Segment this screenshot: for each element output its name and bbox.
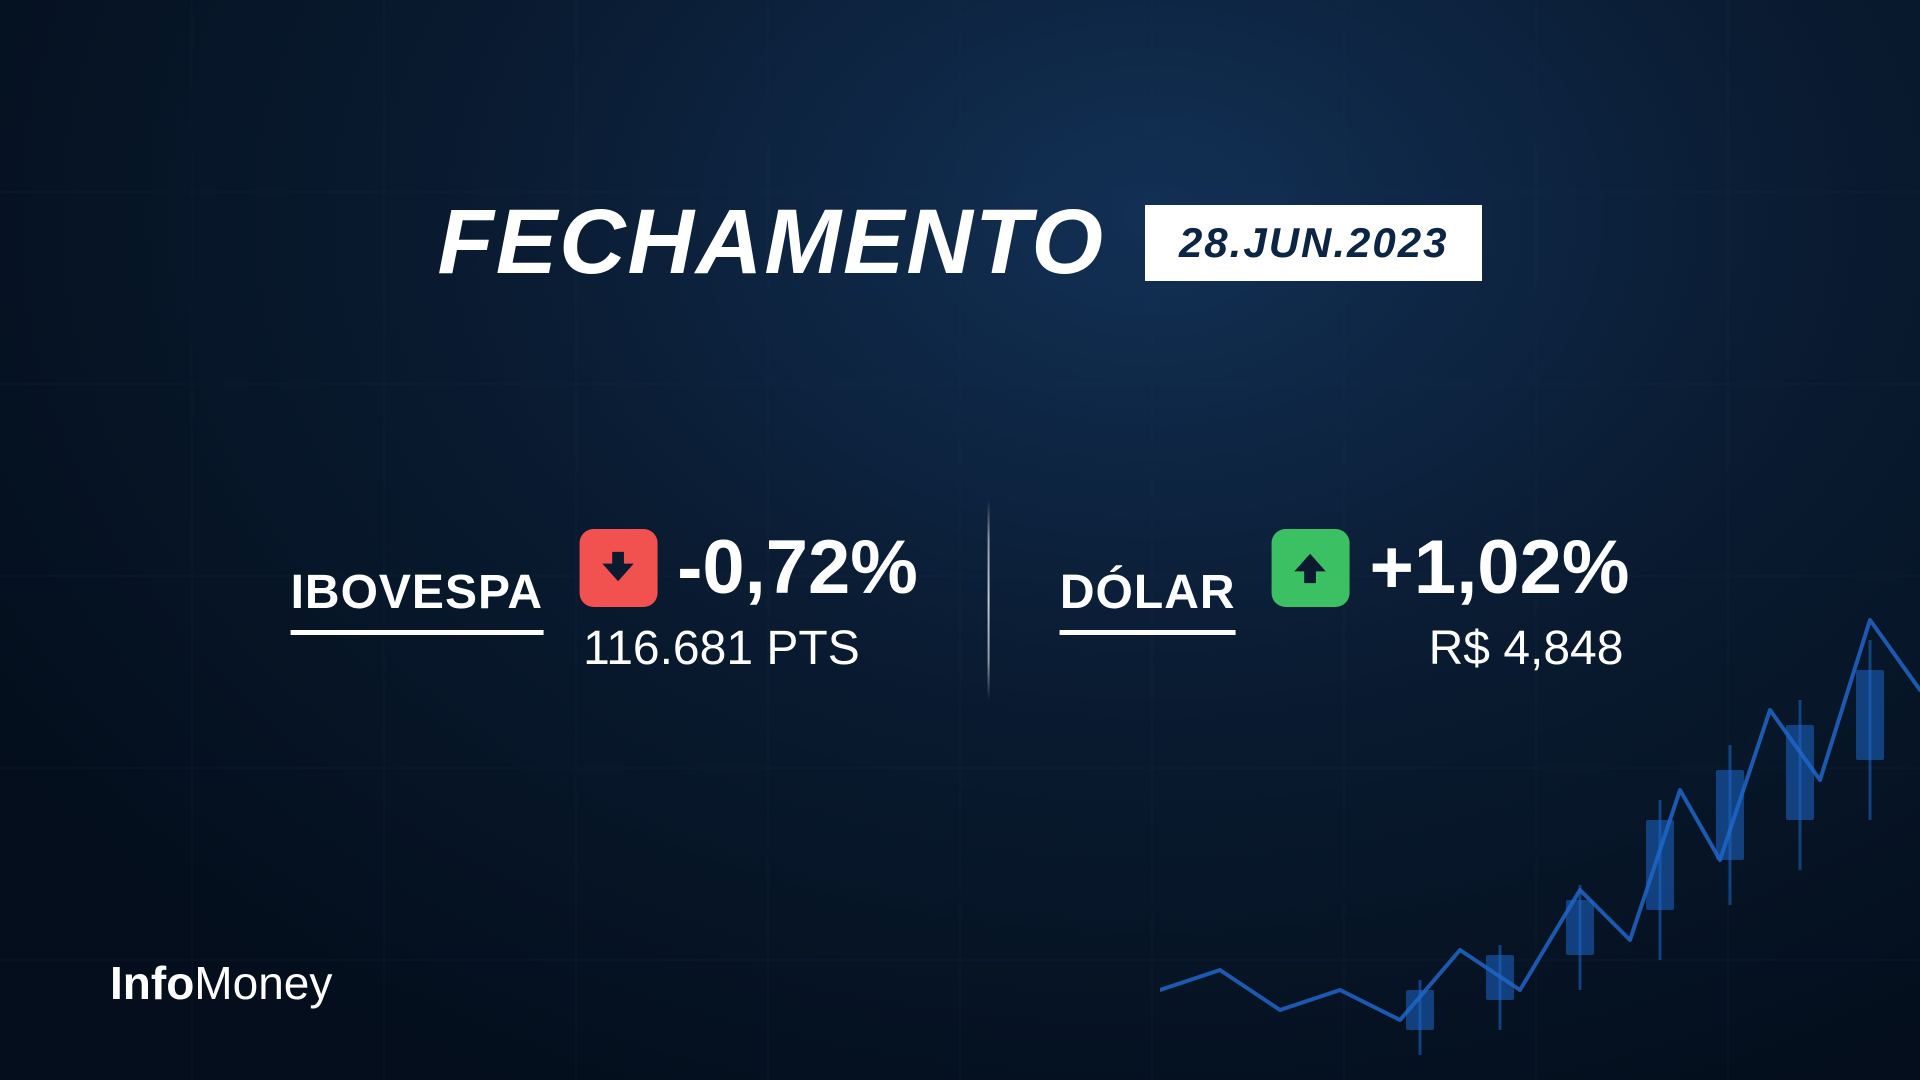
card-title: FECHAMENTO bbox=[438, 190, 1105, 295]
metric-ibovespa-change: -0,72% bbox=[677, 524, 918, 611]
metric-dolar-top: +1,02% bbox=[1272, 524, 1630, 611]
metric-dolar-change: +1,02% bbox=[1370, 524, 1630, 611]
brand-light: Money bbox=[194, 957, 332, 1009]
date-badge: 28.JUN.2023 bbox=[1145, 205, 1483, 281]
metric-ibovespa-top: -0,72% bbox=[579, 524, 918, 611]
metric-dolar: DÓLAR +1,02% R$ 4,848 bbox=[1060, 524, 1630, 676]
metric-dolar-label: DÓLAR bbox=[1060, 565, 1236, 635]
metric-ibovespa-values: -0,72% 116.681 PTS bbox=[579, 524, 918, 676]
metric-divider bbox=[988, 500, 990, 700]
arrow-down-icon bbox=[579, 529, 657, 607]
metric-dolar-value: R$ 4,848 bbox=[1425, 621, 1630, 676]
metric-dolar-values: +1,02% R$ 4,848 bbox=[1272, 524, 1630, 676]
metric-ibovespa-label: IBOVESPA bbox=[291, 565, 544, 635]
metric-ibovespa: IBOVESPA -0,72% 116.681 PTS bbox=[291, 524, 918, 676]
market-close-card: FECHAMENTO 28.JUN.2023 IBOVESPA -0,72% 1… bbox=[0, 0, 1920, 1080]
header-row: FECHAMENTO 28.JUN.2023 bbox=[0, 190, 1920, 295]
metric-ibovespa-points: 116.681 PTS bbox=[579, 621, 860, 676]
brand-logo: InfoMoney bbox=[110, 956, 332, 1010]
metrics-row: IBOVESPA -0,72% 116.681 PTS DÓLAR bbox=[291, 500, 1630, 700]
brand-bold: Info bbox=[110, 957, 194, 1009]
arrow-up-icon bbox=[1272, 529, 1350, 607]
